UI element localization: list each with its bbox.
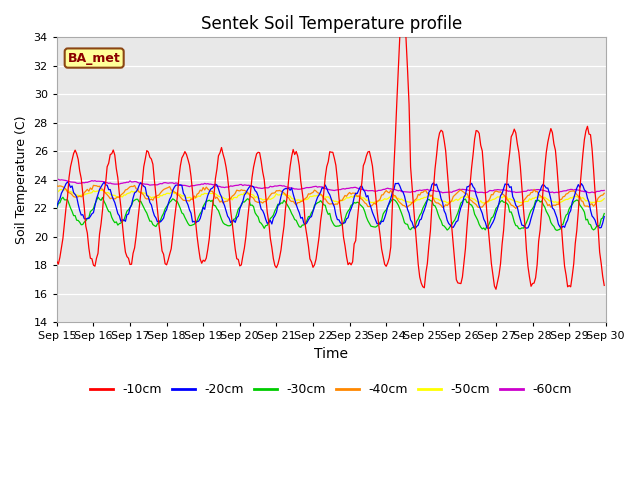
Y-axis label: Soil Temperature (C): Soil Temperature (C) xyxy=(15,115,28,244)
Text: BA_met: BA_met xyxy=(68,51,120,65)
Title: Sentek Soil Temperature profile: Sentek Soil Temperature profile xyxy=(201,15,462,33)
X-axis label: Time: Time xyxy=(314,347,348,360)
Legend: -10cm, -20cm, -30cm, -40cm, -50cm, -60cm: -10cm, -20cm, -30cm, -40cm, -50cm, -60cm xyxy=(85,378,577,401)
